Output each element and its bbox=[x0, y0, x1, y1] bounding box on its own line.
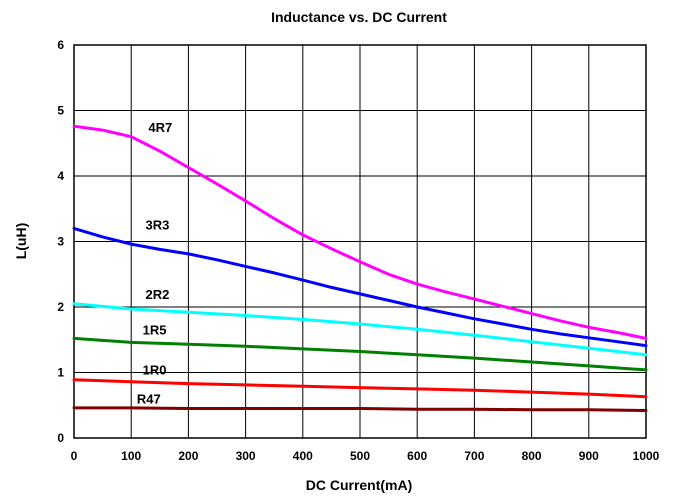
y-tick-label: 5 bbox=[57, 104, 64, 118]
series-label-r47: R47 bbox=[137, 391, 161, 406]
y-tick-label: 2 bbox=[57, 300, 64, 314]
x-tick-label: 1000 bbox=[633, 449, 660, 463]
series-line-4r7 bbox=[72, 124, 648, 340]
chart-title: Inductance vs. DC Current bbox=[271, 9, 447, 25]
x-tick-label: 0 bbox=[71, 449, 78, 463]
x-axis-label: DC Current(mA) bbox=[306, 477, 413, 493]
y-axis-label: L(uH) bbox=[13, 223, 29, 260]
y-tick-labels: 0 1 2 3 4 5 6 bbox=[57, 38, 64, 445]
x-tick-label: 800 bbox=[522, 449, 542, 463]
series-label-1r5: 1R5 bbox=[143, 323, 167, 338]
series-line-1r0 bbox=[72, 378, 648, 399]
y-tick-label: 4 bbox=[57, 169, 64, 183]
y-tick-label: 1 bbox=[57, 366, 64, 380]
series-label-4r7: 4R7 bbox=[148, 120, 172, 135]
x-tick-label: 400 bbox=[293, 449, 313, 463]
series-label-1r0: 1R0 bbox=[143, 362, 167, 377]
x-tick-label: 300 bbox=[236, 449, 256, 463]
x-tick-labels: 0 100 200 300 400 500 600 700 800 900 1000 bbox=[71, 449, 660, 463]
grid bbox=[73, 44, 647, 439]
y-tick-label: 0 bbox=[57, 431, 64, 445]
x-tick-label: 200 bbox=[178, 449, 198, 463]
series bbox=[72, 124, 648, 412]
x-tick-label: 500 bbox=[350, 449, 370, 463]
series-line-3r3 bbox=[72, 226, 648, 348]
y-tick-label: 3 bbox=[57, 235, 64, 249]
x-tick-label: 600 bbox=[407, 449, 427, 463]
x-tick-label: 900 bbox=[579, 449, 599, 463]
x-tick-label: 100 bbox=[121, 449, 141, 463]
x-tick-label: 700 bbox=[464, 449, 484, 463]
plot-area-border bbox=[73, 44, 647, 439]
series-label-2r2: 2R2 bbox=[146, 287, 170, 302]
series-line-1r5 bbox=[72, 336, 648, 372]
y-tick-label: 6 bbox=[57, 38, 64, 52]
series-label-3r3: 3R3 bbox=[146, 218, 170, 233]
series-labels: 4R7 3R3 2R2 1R5 1R0 R47 bbox=[137, 120, 172, 406]
series-line-r47 bbox=[72, 406, 648, 412]
series-line-2r2 bbox=[72, 302, 648, 357]
